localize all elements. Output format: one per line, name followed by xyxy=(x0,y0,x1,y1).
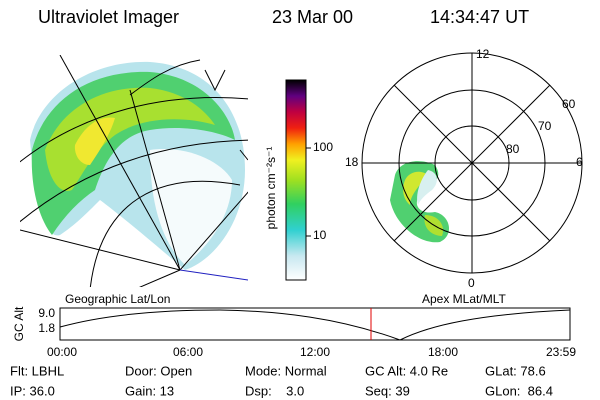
colorbar-tick: 10 xyxy=(313,228,327,242)
altitude-ylabel: GC Alt xyxy=(12,306,26,341)
date: 23 Mar 00 xyxy=(272,7,353,27)
colorbar-tick: 100 xyxy=(313,140,333,154)
mlat-label: 60 xyxy=(562,97,576,111)
altitude-xtick: 23:59 xyxy=(546,345,576,359)
altitude-xtick: 00:00 xyxy=(47,345,77,359)
altitude-xtick: 12:00 xyxy=(300,345,330,359)
polar-grid xyxy=(361,52,583,274)
info-field: Dsp: 3.0 xyxy=(245,383,304,398)
mlt-label: 18 xyxy=(345,155,359,169)
altitude-ytick: 1.8 xyxy=(38,321,55,335)
color-bar xyxy=(285,79,307,281)
colorbar-label: photon cm⁻²s⁻¹ xyxy=(264,147,278,230)
mlt-label: 6 xyxy=(576,155,583,169)
title: Ultraviolet Imager xyxy=(38,7,179,27)
info-field: GC Alt: 4.0 Re xyxy=(365,363,448,378)
altitude-frame xyxy=(59,307,571,341)
info-field: Gain: 13 xyxy=(125,383,174,398)
polar-image xyxy=(390,161,450,243)
geographic-image xyxy=(20,55,248,287)
info-field: Door: Open xyxy=(125,363,192,378)
mlat-label: 70 xyxy=(538,119,552,133)
info-field: IP: 36.0 xyxy=(10,383,55,398)
info-field: GLat: 78.6 xyxy=(485,363,546,378)
mlat-label: 80 xyxy=(506,142,520,156)
info-field: Seq: 39 xyxy=(365,383,410,398)
mlt-label: 0 xyxy=(468,276,475,290)
altitude-xtick: 18:00 xyxy=(428,345,458,359)
info-field: Mode: Normal xyxy=(245,363,327,378)
altitude-curve xyxy=(59,309,571,341)
info-field: GLon: 86.4 xyxy=(485,383,553,398)
altitude-ytick: 9.0 xyxy=(38,306,55,320)
mlt-label: 12 xyxy=(476,47,490,61)
info-field: Flt: LBHL xyxy=(10,363,64,378)
altitude-xtick: 06:00 xyxy=(173,345,203,359)
time: 14:34:47 UT xyxy=(430,7,529,27)
panel-label: Geographic Lat/Lon xyxy=(65,292,170,306)
panel-label: Apex MLat/MLT xyxy=(422,292,506,306)
